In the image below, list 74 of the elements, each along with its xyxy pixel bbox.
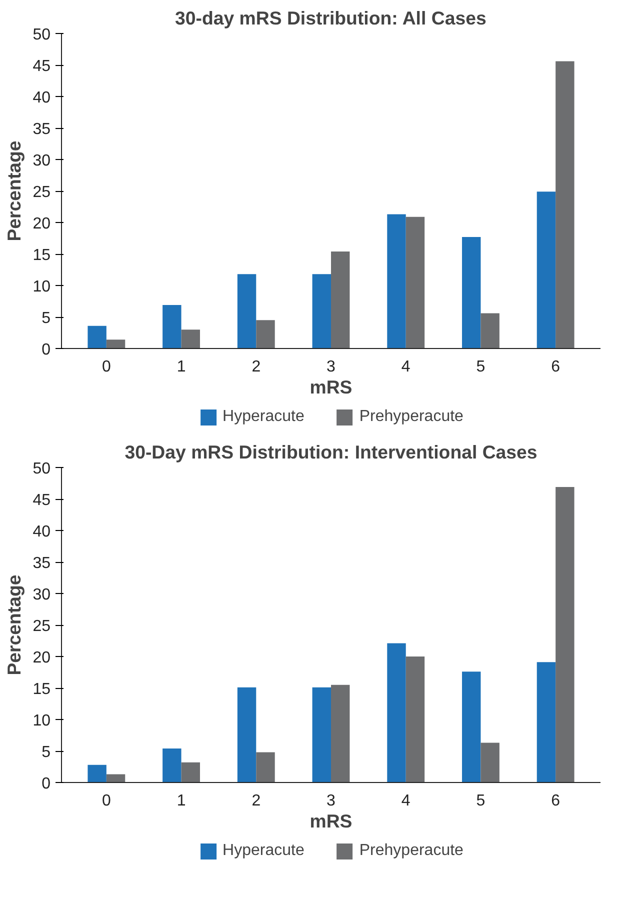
bar: [162, 748, 182, 782]
y-tick-label: 45: [32, 58, 51, 75]
chart-title: 30-Day mRS Distribution: Interventional Cases: [124, 442, 538, 462]
bar: [556, 61, 574, 348]
y-tick-label: 35: [32, 121, 51, 138]
y-tick-label: 0: [42, 776, 51, 792]
y-tick-label: 50: [32, 460, 51, 478]
bar: [331, 251, 350, 348]
x-tick-label: 0: [102, 792, 111, 810]
bar: [556, 487, 574, 782]
y-tick-label: 20: [32, 650, 51, 666]
bar: [462, 236, 481, 348]
y-tick-label: 40: [32, 90, 51, 106]
x-tick-label: 6: [551, 792, 560, 810]
x-axis-title: mRS: [310, 376, 352, 398]
bar: [536, 662, 556, 782]
x-tick-label: 2: [252, 792, 261, 810]
bar: [406, 216, 425, 348]
legend-label: Hyperacute: [222, 408, 304, 426]
x-tick-label: 1: [176, 358, 186, 376]
y-axis-title: Percentage: [4, 574, 25, 676]
bar: [462, 672, 481, 782]
bar: [256, 752, 275, 782]
x-tick-label: 4: [401, 358, 410, 376]
bar: [387, 214, 406, 348]
y-tick-label: 30: [32, 586, 51, 604]
legend-label: Prehyperacute: [359, 842, 464, 860]
x-tick-label: 5: [476, 792, 486, 810]
y-tick-label: 45: [32, 492, 51, 509]
bar: [256, 320, 275, 348]
bar: [237, 274, 256, 348]
y-axis-title: Percentage: [4, 140, 25, 242]
bar: [406, 656, 425, 782]
y-tick-label: 5: [42, 744, 51, 761]
x-tick-label: 4: [401, 792, 410, 810]
bar: [331, 684, 350, 782]
y-tick-label: 0: [42, 342, 51, 358]
x-tick-label: 3: [326, 358, 336, 376]
x-tick-label: 0: [102, 358, 111, 376]
y-tick-label: 15: [32, 247, 51, 264]
y-tick-label: 25: [32, 618, 51, 635]
y-tick-label: 40: [32, 524, 51, 540]
bar: [536, 192, 556, 348]
legend-label: Prehyperacute: [359, 408, 464, 426]
legend-label: Hyperacute: [222, 842, 304, 860]
y-tick-label: 25: [32, 184, 51, 201]
bar: [387, 643, 406, 782]
bar: [106, 774, 126, 782]
y-tick-label: 10: [32, 278, 51, 296]
chart-title: 30-day mRS Distribution: All Cases: [174, 8, 486, 28]
y-tick-label: 5: [42, 310, 51, 327]
bar: [480, 313, 500, 348]
x-tick-label: 2: [252, 358, 261, 376]
y-tick-label: 35: [32, 555, 51, 572]
bar: [181, 762, 200, 782]
bar: [480, 742, 500, 782]
bar: [106, 340, 126, 348]
x-axis-title: mRS: [310, 810, 352, 832]
bar: [237, 687, 256, 782]
bar: [312, 274, 331, 348]
x-tick-label: 5: [476, 358, 486, 376]
bar: [312, 687, 331, 782]
bar: [181, 330, 200, 348]
bar: [162, 305, 182, 348]
y-tick-label: 20: [32, 216, 51, 232]
y-tick-label: 10: [32, 712, 51, 730]
x-tick-label: 6: [551, 358, 560, 376]
y-tick-label: 15: [32, 681, 51, 698]
y-tick-label: 30: [32, 152, 51, 170]
bar: [88, 764, 106, 782]
x-tick-label: 1: [176, 792, 186, 810]
x-tick-label: 3: [326, 792, 336, 810]
y-tick-label: 50: [32, 26, 51, 44]
bar: [88, 326, 106, 348]
